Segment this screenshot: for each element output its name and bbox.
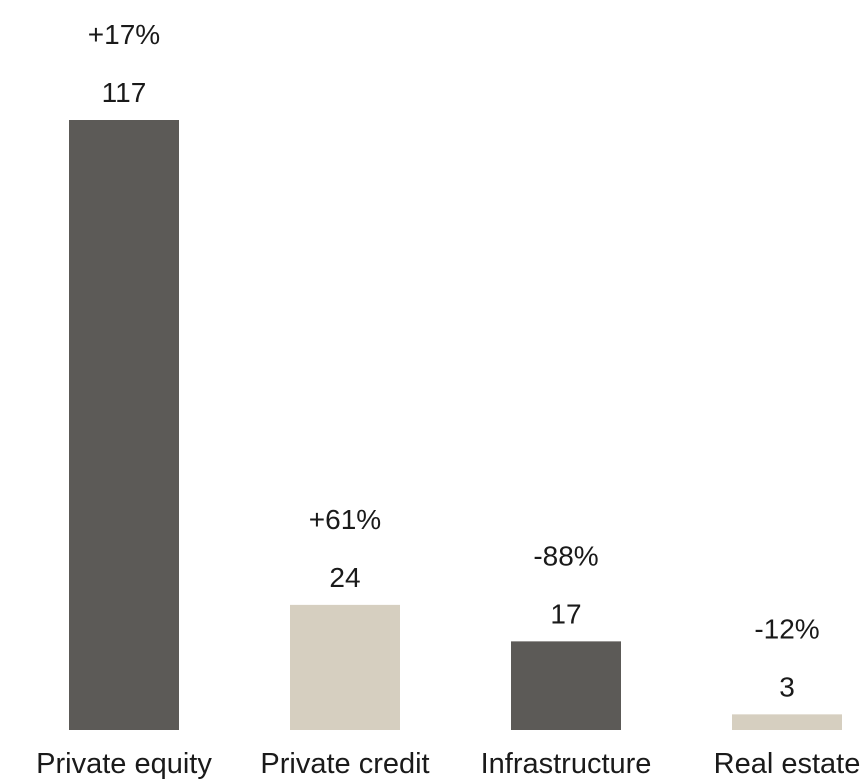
labels-group: 117 +17% Private equity 24 +61% Private credi… (36, 19, 860, 780)
value-label-infrastructure: 17 (550, 598, 581, 629)
bar-infrastructure (511, 641, 621, 730)
change-label-real-estate: -12% (754, 613, 819, 644)
change-label-private-credit: +61% (309, 504, 381, 535)
bar-private-credit (290, 604, 400, 730)
category-label-private-credit: Private credit (260, 748, 429, 780)
value-label-private-credit: 24 (329, 562, 360, 593)
category-label-real-estate: Real estate (714, 748, 861, 780)
category-label-private-equity: Private equity (36, 748, 212, 780)
category-label-infrastructure: Infrastructure (481, 748, 652, 780)
value-label-real-estate: 3 (779, 671, 795, 702)
value-label-private-equity: 117 (102, 77, 147, 108)
bar-real-estate (732, 714, 842, 730)
bars-group (69, 120, 842, 730)
change-label-private-equity: +17% (88, 19, 160, 50)
bar-private-equity (69, 120, 179, 730)
change-label-infrastructure: -88% (533, 540, 598, 571)
